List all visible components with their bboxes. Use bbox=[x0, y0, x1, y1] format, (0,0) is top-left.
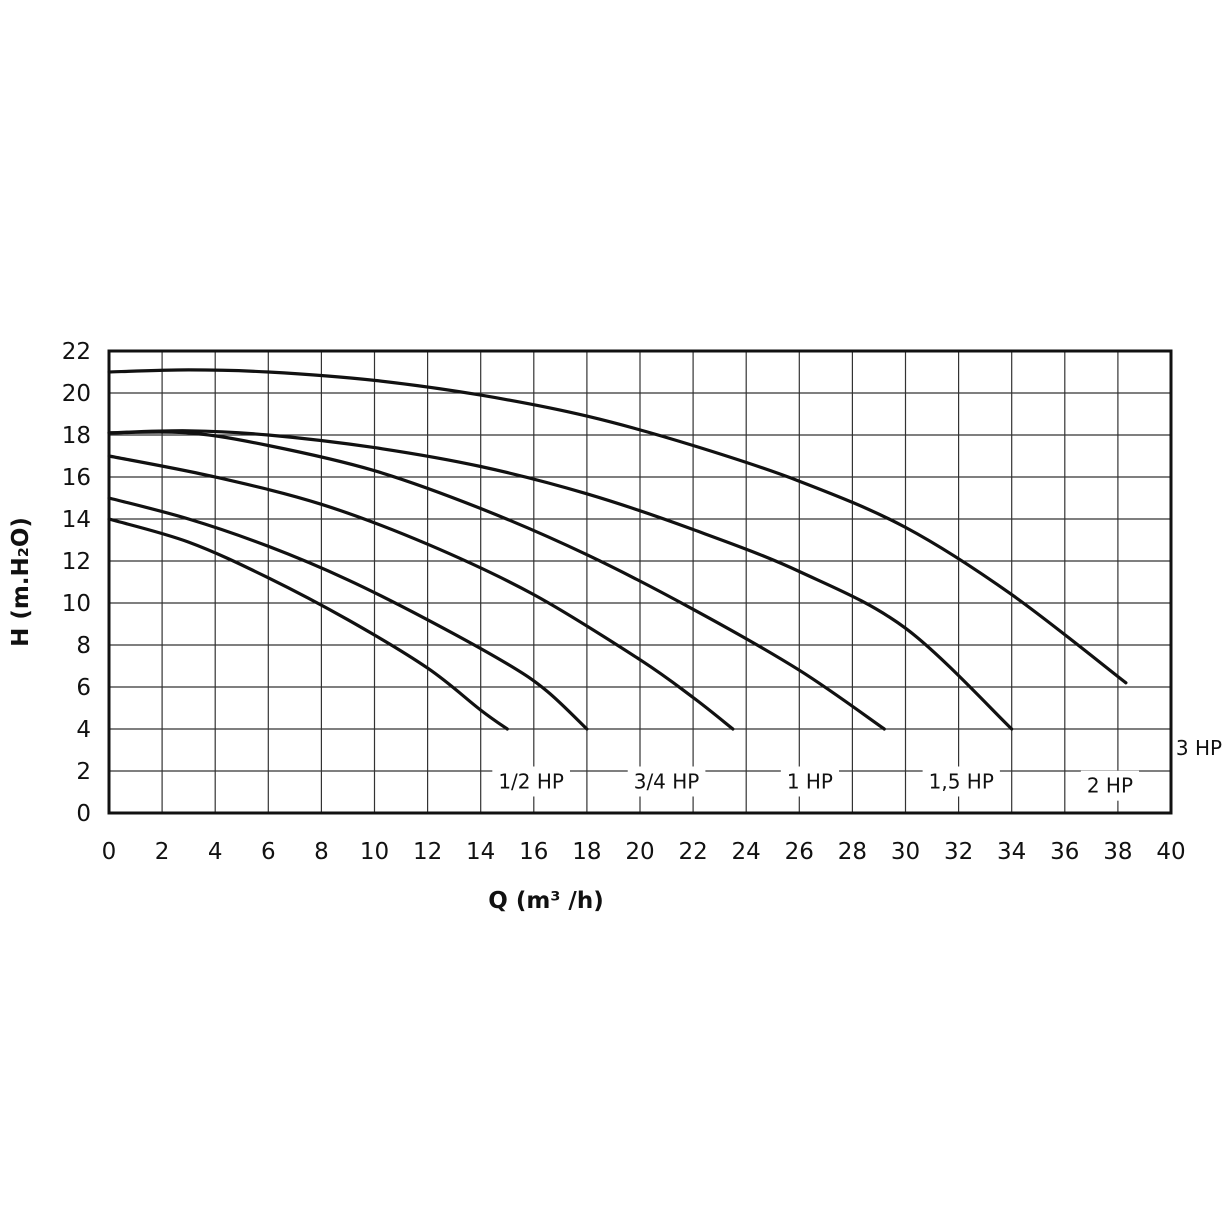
y-tick-label: 20 bbox=[62, 381, 91, 407]
y-tick-label: 12 bbox=[62, 549, 91, 575]
x-axis-title: Q (m³ /h) bbox=[488, 888, 603, 914]
x-tick-label: 8 bbox=[314, 839, 329, 865]
y-tick-label: 14 bbox=[62, 507, 91, 533]
y-tick-label: 8 bbox=[76, 633, 91, 659]
series-label-bg bbox=[922, 766, 1000, 797]
x-tick-label: 18 bbox=[572, 839, 601, 865]
y-tick-label: 22 bbox=[62, 339, 91, 365]
x-tick-label: 2 bbox=[155, 839, 170, 865]
x-tick-label: 14 bbox=[466, 839, 495, 865]
series-label-bg bbox=[492, 766, 570, 797]
series-label: 2 HP bbox=[1080, 770, 1140, 801]
series-label-bg bbox=[1080, 770, 1140, 801]
series-label-text: 2 HP bbox=[1087, 774, 1133, 798]
x-tick-label: 34 bbox=[997, 839, 1026, 865]
y-tick-label: 18 bbox=[62, 423, 91, 449]
curves bbox=[107, 368, 1128, 731]
y-tick-label: 16 bbox=[62, 465, 91, 491]
series-label-text: 1,5 HP bbox=[929, 770, 994, 794]
series-label: 1,5 HP bbox=[922, 766, 1000, 797]
y-tick-label: 2 bbox=[76, 759, 91, 785]
y-tick-label: 0 bbox=[76, 801, 91, 827]
curve-3-4-hp bbox=[107, 496, 589, 731]
series-labels: 1/2 HP 3/4 HP 1 HP 1,5 HP 2 HP 3 HP bbox=[492, 732, 1229, 801]
x-tick-label: 10 bbox=[360, 839, 389, 865]
curve-1-5-hp bbox=[107, 430, 886, 731]
y-axis-title: H (m.H₂O) bbox=[8, 517, 34, 647]
x-tick-label: 30 bbox=[891, 839, 920, 865]
series-label: 1 HP bbox=[780, 766, 840, 797]
curve-1-hp bbox=[107, 454, 735, 731]
x-tick-label: 32 bbox=[944, 839, 973, 865]
x-tick-label: 16 bbox=[519, 839, 548, 865]
y-tick-label: 4 bbox=[76, 717, 91, 743]
tick-labels: 0 2 4 6 8 10 12 14 16 18 20 22 24 26 28 30 32 34 36 38 40024… bbox=[62, 339, 1186, 865]
series-label: 3 HP bbox=[1169, 732, 1229, 763]
x-tick-label: 38 bbox=[1103, 839, 1132, 865]
series-label-bg bbox=[627, 766, 706, 797]
curve-3-hp bbox=[107, 368, 1128, 685]
x-tick-label: 24 bbox=[732, 839, 761, 865]
series-label-text: 3/4 HP bbox=[634, 770, 700, 794]
x-tick-label: 28 bbox=[838, 839, 867, 865]
series-label: 1/2 HP bbox=[492, 766, 570, 797]
series-label-text: 3 HP bbox=[1176, 736, 1222, 760]
series-label-text: 1/2 HP bbox=[498, 770, 564, 794]
plot-frame bbox=[107, 349, 1173, 815]
curve-1-2-hp bbox=[107, 517, 509, 731]
x-tick-label: 12 bbox=[413, 839, 442, 865]
x-tick-label: 4 bbox=[208, 839, 223, 865]
y-tick-label: 10 bbox=[62, 591, 91, 617]
x-tick-label: 0 bbox=[102, 839, 117, 865]
x-tick-label: 26 bbox=[785, 839, 814, 865]
x-tick-label: 22 bbox=[678, 839, 707, 865]
series-label-text: 1 HP bbox=[787, 770, 833, 794]
y-tick-label: 6 bbox=[76, 675, 91, 701]
series-label-bg bbox=[780, 766, 840, 797]
x-tick-label: 6 bbox=[261, 839, 276, 865]
series-label-bg bbox=[1169, 732, 1229, 763]
x-tick-label: 40 bbox=[1156, 839, 1185, 865]
x-tick-label: 36 bbox=[1050, 839, 1079, 865]
x-tick-label: 20 bbox=[625, 839, 654, 865]
series-label: 3/4 HP bbox=[627, 766, 706, 797]
curve-2-hp bbox=[107, 429, 1014, 731]
